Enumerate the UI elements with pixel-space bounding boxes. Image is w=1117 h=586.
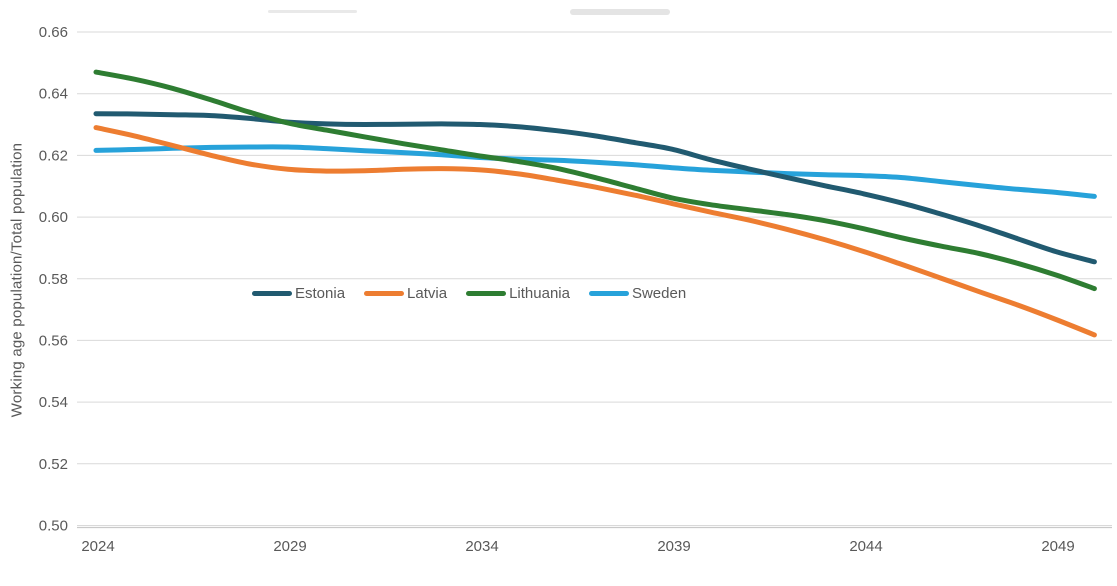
- chart-legend: Estonia Latvia Lithuania Sweden: [252, 285, 686, 302]
- legend-label-lithuania: Lithuania: [509, 285, 570, 302]
- y-tick-label-0.52: 0.52: [39, 456, 68, 473]
- x-tick-label-2024: 2024: [81, 538, 114, 555]
- series-line-estonia: [93, 111, 1097, 265]
- legend-swatch-lithuania: [466, 291, 507, 296]
- y-tick-label-0.62: 0.62: [39, 147, 68, 164]
- legend-swatch-sweden: [588, 291, 629, 296]
- series-line-lithuania: [93, 69, 1097, 292]
- x-tick-label-2034: 2034: [465, 538, 498, 555]
- legend-item-sweden: Sweden: [588, 285, 687, 302]
- x-tick-label-2029: 2029: [273, 538, 306, 555]
- legend-label-estonia: Estonia: [295, 285, 346, 302]
- x-tick-label-2039: 2039: [657, 538, 690, 555]
- y-tick-label-0.66: 0.66: [39, 24, 68, 41]
- legend-item-lithuania: Lithuania: [466, 285, 570, 302]
- y-tick-label-0.64: 0.64: [39, 86, 68, 103]
- legend-label-latvia: Latvia: [407, 285, 448, 302]
- x-tick-label-2044: 2044: [849, 538, 882, 555]
- y-tick-label-0.50: 0.50: [39, 518, 68, 535]
- y-tick-label-0.60: 0.60: [39, 209, 68, 226]
- series-line-latvia: [93, 125, 1097, 338]
- y-tick-label-0.56: 0.56: [39, 332, 68, 349]
- legend-item-latvia: Latvia: [364, 285, 447, 302]
- y-tick-label-0.54: 0.54: [39, 394, 68, 411]
- legend-swatch-estonia: [252, 291, 292, 296]
- legend-item-estonia: Estonia: [252, 285, 345, 302]
- series-line-sweden: [93, 144, 1097, 199]
- legend-label-sweden: Sweden: [631, 285, 687, 302]
- y-tick-label-0.58: 0.58: [39, 271, 68, 288]
- legend-swatch-latvia: [364, 291, 405, 296]
- x-tick-label-2049: 2049: [1041, 538, 1074, 555]
